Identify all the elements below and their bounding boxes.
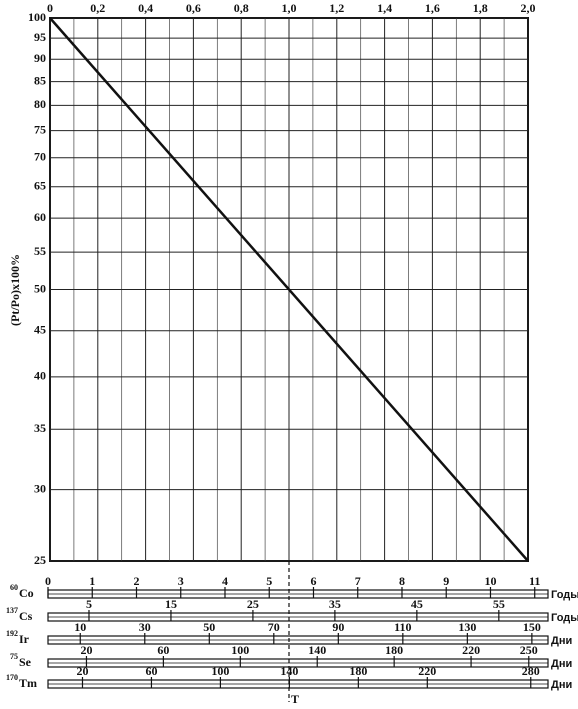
scale-tick-label: 55: [493, 597, 505, 611]
scale-tick-label: 130: [458, 620, 476, 634]
marker-label: T: [291, 692, 299, 706]
y-tick-label: 50: [34, 281, 46, 295]
y-axis-label: (Pt/Po)x100%: [8, 254, 22, 326]
x-tick-label: 1,8: [473, 1, 488, 15]
isotope-mass: 137: [6, 606, 18, 615]
scale-tick-label: 7: [355, 574, 361, 588]
scale-tick-label: 180: [385, 643, 403, 657]
isotope-name: Co: [19, 586, 34, 600]
y-tick-label: 60: [34, 210, 46, 224]
scale-tick-label: 0: [45, 574, 51, 588]
isotope-name: Se: [19, 655, 32, 669]
decay-line: [49, 17, 529, 562]
isotope-mass: 170: [6, 673, 18, 682]
x-tick-label: 0,8: [234, 1, 249, 15]
scale-tick-label: 150: [523, 620, 541, 634]
scale-tick-label: 110: [394, 620, 411, 634]
scale-tick-label: 11: [529, 574, 540, 588]
y-tick-label: 80: [34, 97, 46, 111]
x-tick-label: 0,2: [90, 1, 105, 15]
y-tick-label: 40: [34, 369, 46, 383]
isotope-name: Cs: [19, 609, 33, 623]
isotope-mass: 60: [10, 583, 18, 592]
y-tick-label: 30: [34, 481, 46, 495]
scale-tick-label: 5: [86, 597, 92, 611]
scale-tick-label: 180: [349, 664, 367, 678]
scale-tick-label: 100: [231, 643, 249, 657]
x-tick-label: 0,6: [186, 1, 201, 15]
scale-tick-label: 20: [80, 643, 92, 657]
scale-unit: Годы: [551, 612, 578, 624]
x-tick-label: 1,4: [377, 1, 392, 15]
scale-tick-label: 220: [462, 643, 480, 657]
scale-tick-label: 250: [520, 643, 538, 657]
scale-unit: Дни: [551, 658, 572, 670]
y-tick-label: 70: [34, 149, 46, 163]
y-tick-label: 35: [34, 421, 46, 435]
y-tick-label: 65: [34, 178, 46, 192]
scale-tick-label: 70: [268, 620, 280, 634]
scale-tick-label: 25: [247, 597, 259, 611]
scale-tick-label: 45: [411, 597, 423, 611]
scale-tick-label: 2: [133, 574, 139, 588]
scale-tick-label: 220: [418, 664, 436, 678]
x-tick-label: 0: [47, 1, 53, 15]
y-tick-label: 25: [34, 553, 46, 567]
scale-tick-label: 4: [222, 574, 228, 588]
scale-tick-label: 280: [522, 664, 540, 678]
x-tick-label: 1,6: [425, 1, 440, 15]
x-tick-label: 1,0: [282, 1, 297, 15]
scale-tick-label: 10: [74, 620, 86, 634]
scale-unit: Дни: [551, 635, 572, 647]
scale-tick-label: 5: [266, 574, 272, 588]
y-tick-label: 45: [34, 323, 46, 337]
y-tick-label: 95: [34, 30, 46, 44]
scale-tick-label: 100: [211, 664, 229, 678]
scale-tick-label: 1: [89, 574, 95, 588]
scale-tick-label: 140: [308, 643, 326, 657]
isotope-name: Tm: [19, 676, 37, 690]
scale-unit: Дни: [551, 679, 572, 691]
x-tick-label: 0,4: [138, 1, 153, 15]
scale-tick-label: 3: [178, 574, 184, 588]
scale-tick-label: 8: [399, 574, 405, 588]
scale-tick-label: 60: [145, 664, 157, 678]
scale-tick-label: 20: [76, 664, 88, 678]
scale-tick-label: 10: [484, 574, 496, 588]
scale-tick-label: 15: [165, 597, 177, 611]
scale-tick-label: 90: [332, 620, 344, 634]
x-tick-label: 1,2: [329, 1, 344, 15]
scale-tick-label: 50: [203, 620, 215, 634]
x-tick-label: 2,0: [521, 1, 536, 15]
scale-tick-label: 30: [139, 620, 151, 634]
scale-unit: Годы: [551, 589, 578, 601]
y-tick-label: 100: [28, 10, 46, 24]
scale-tick-label: 35: [329, 597, 341, 611]
scale-tick-label: 60: [157, 643, 169, 657]
isotope-name: Ir: [19, 632, 30, 646]
y-tick-label: 90: [34, 51, 46, 65]
scale-tick-label: 6: [310, 574, 316, 588]
scale-tick-label: 9: [443, 574, 449, 588]
y-tick-label: 75: [34, 122, 46, 136]
isotope-mass: 192: [6, 629, 18, 638]
y-tick-label: 85: [34, 73, 46, 87]
scale-tick-label: 140: [280, 664, 298, 678]
isotope-mass: 75: [10, 652, 18, 661]
y-tick-label: 55: [34, 244, 46, 258]
